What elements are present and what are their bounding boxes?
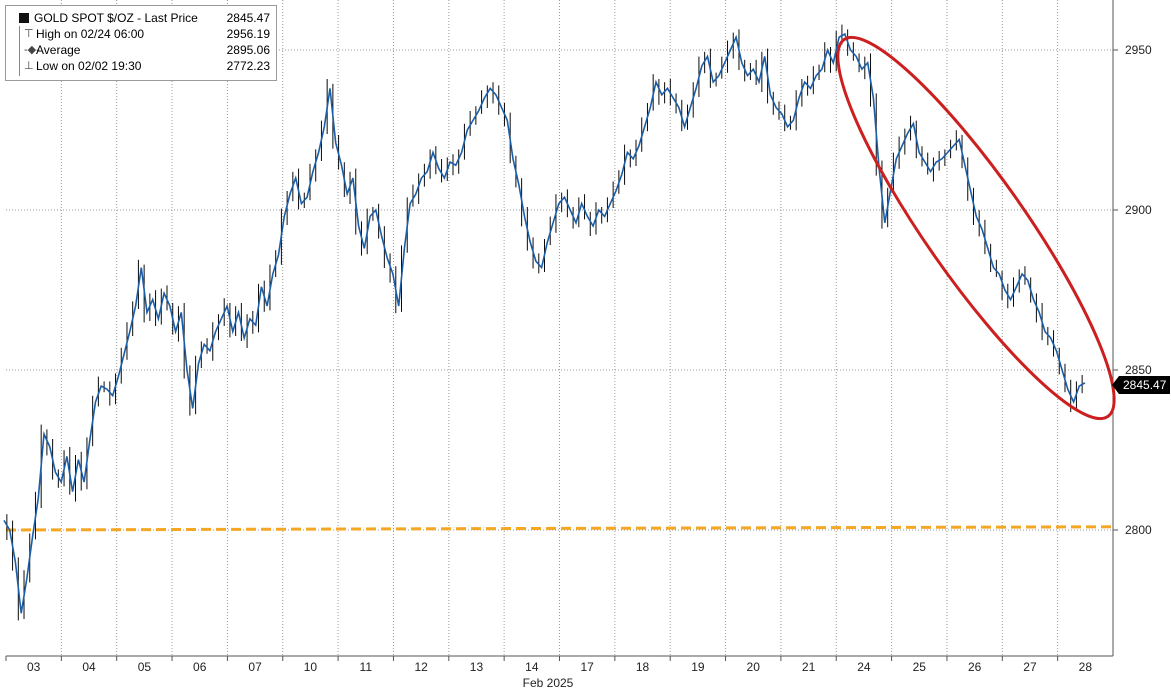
legend-title: GOLD SPOT $/OZ - Last Price [34, 11, 198, 25]
legend-low-label: Low on 02/02 19:30 [36, 59, 142, 73]
legend-row-average: -◆- Average 2895.06 [6, 42, 270, 58]
x-tick-label: 10 [304, 660, 318, 674]
x-tick-label: 17 [580, 660, 594, 674]
y-tick-label: 2850 [1125, 363, 1152, 377]
legend-high-label: High on 02/24 06:00 [36, 27, 145, 41]
x-tick-label: 14 [525, 660, 539, 674]
axes [6, 0, 1114, 657]
x-tick-label: 18 [636, 660, 650, 674]
series-line-gold-price [3, 32, 1086, 614]
reference-line-2800 [5, 525, 1114, 532]
legend-average-label: Average [36, 43, 81, 57]
x-tick-label: 06 [193, 660, 207, 674]
x-tick-label: 07 [248, 660, 262, 674]
x-tick-label: 24 [857, 660, 871, 674]
x-tick-label: 19 [691, 660, 705, 674]
legend-title-row: GOLD SPOT $/OZ - Last Price 2845.47 [6, 10, 270, 26]
x-tick-label: 12 [414, 660, 428, 674]
chart-legend: GOLD SPOT $/OZ - Last Price 2845.47 ⊤ Hi… [5, 5, 277, 81]
grid-lines [5, 0, 1118, 661]
x-axis-label: Feb 2025 [523, 676, 574, 690]
y-tick-label: 2900 [1125, 203, 1152, 217]
x-tick-label: 27 [1023, 660, 1037, 674]
candle-wicks [6, 24, 1083, 621]
legend-last-price: 2845.47 [226, 11, 270, 25]
low-marker-icon: ⊥ [24, 60, 34, 72]
x-tick-label: 20 [747, 660, 761, 674]
legend-row-high: ⊤ High on 02/24 06:00 2956.19 [6, 26, 270, 42]
series-swatch-icon [19, 13, 29, 23]
last-price-tag: 2845.47 [1111, 376, 1171, 394]
x-tick-label: 11 [360, 660, 373, 674]
high-marker-icon: ⊤ [24, 28, 34, 40]
x-tick-labels: 03 04 05 06 07 10 11 12 13 14 17 18 19 20 21 24 25 26 27 28 [27, 660, 1092, 674]
legend-low-value: 2772.23 [226, 59, 270, 73]
x-tick-label: 28 [1079, 660, 1093, 674]
highlight-ellipse [836, 35, 1116, 421]
x-tick-label: 13 [470, 660, 484, 674]
x-tick-label: 25 [913, 660, 927, 674]
legend-high-value: 2956.19 [226, 27, 270, 41]
x-tick-label: 26 [968, 660, 982, 674]
legend-average-value: 2895.06 [226, 43, 270, 57]
x-tick-label: 03 [27, 660, 41, 674]
average-marker-icon: -◆- [24, 44, 40, 56]
legend-connector [19, 26, 20, 76]
x-tick-label: 04 [82, 660, 96, 674]
y-tick-label: 2950 [1125, 43, 1152, 57]
x-tick-label: 05 [138, 660, 152, 674]
x-tick-label: 21 [802, 660, 816, 674]
y-tick-labels: 2800 2850 2900 2950 [1125, 43, 1152, 537]
legend-row-low: ⊥ Low on 02/02 19:30 2772.23 [6, 58, 270, 74]
y-tick-label: 2800 [1125, 523, 1152, 537]
